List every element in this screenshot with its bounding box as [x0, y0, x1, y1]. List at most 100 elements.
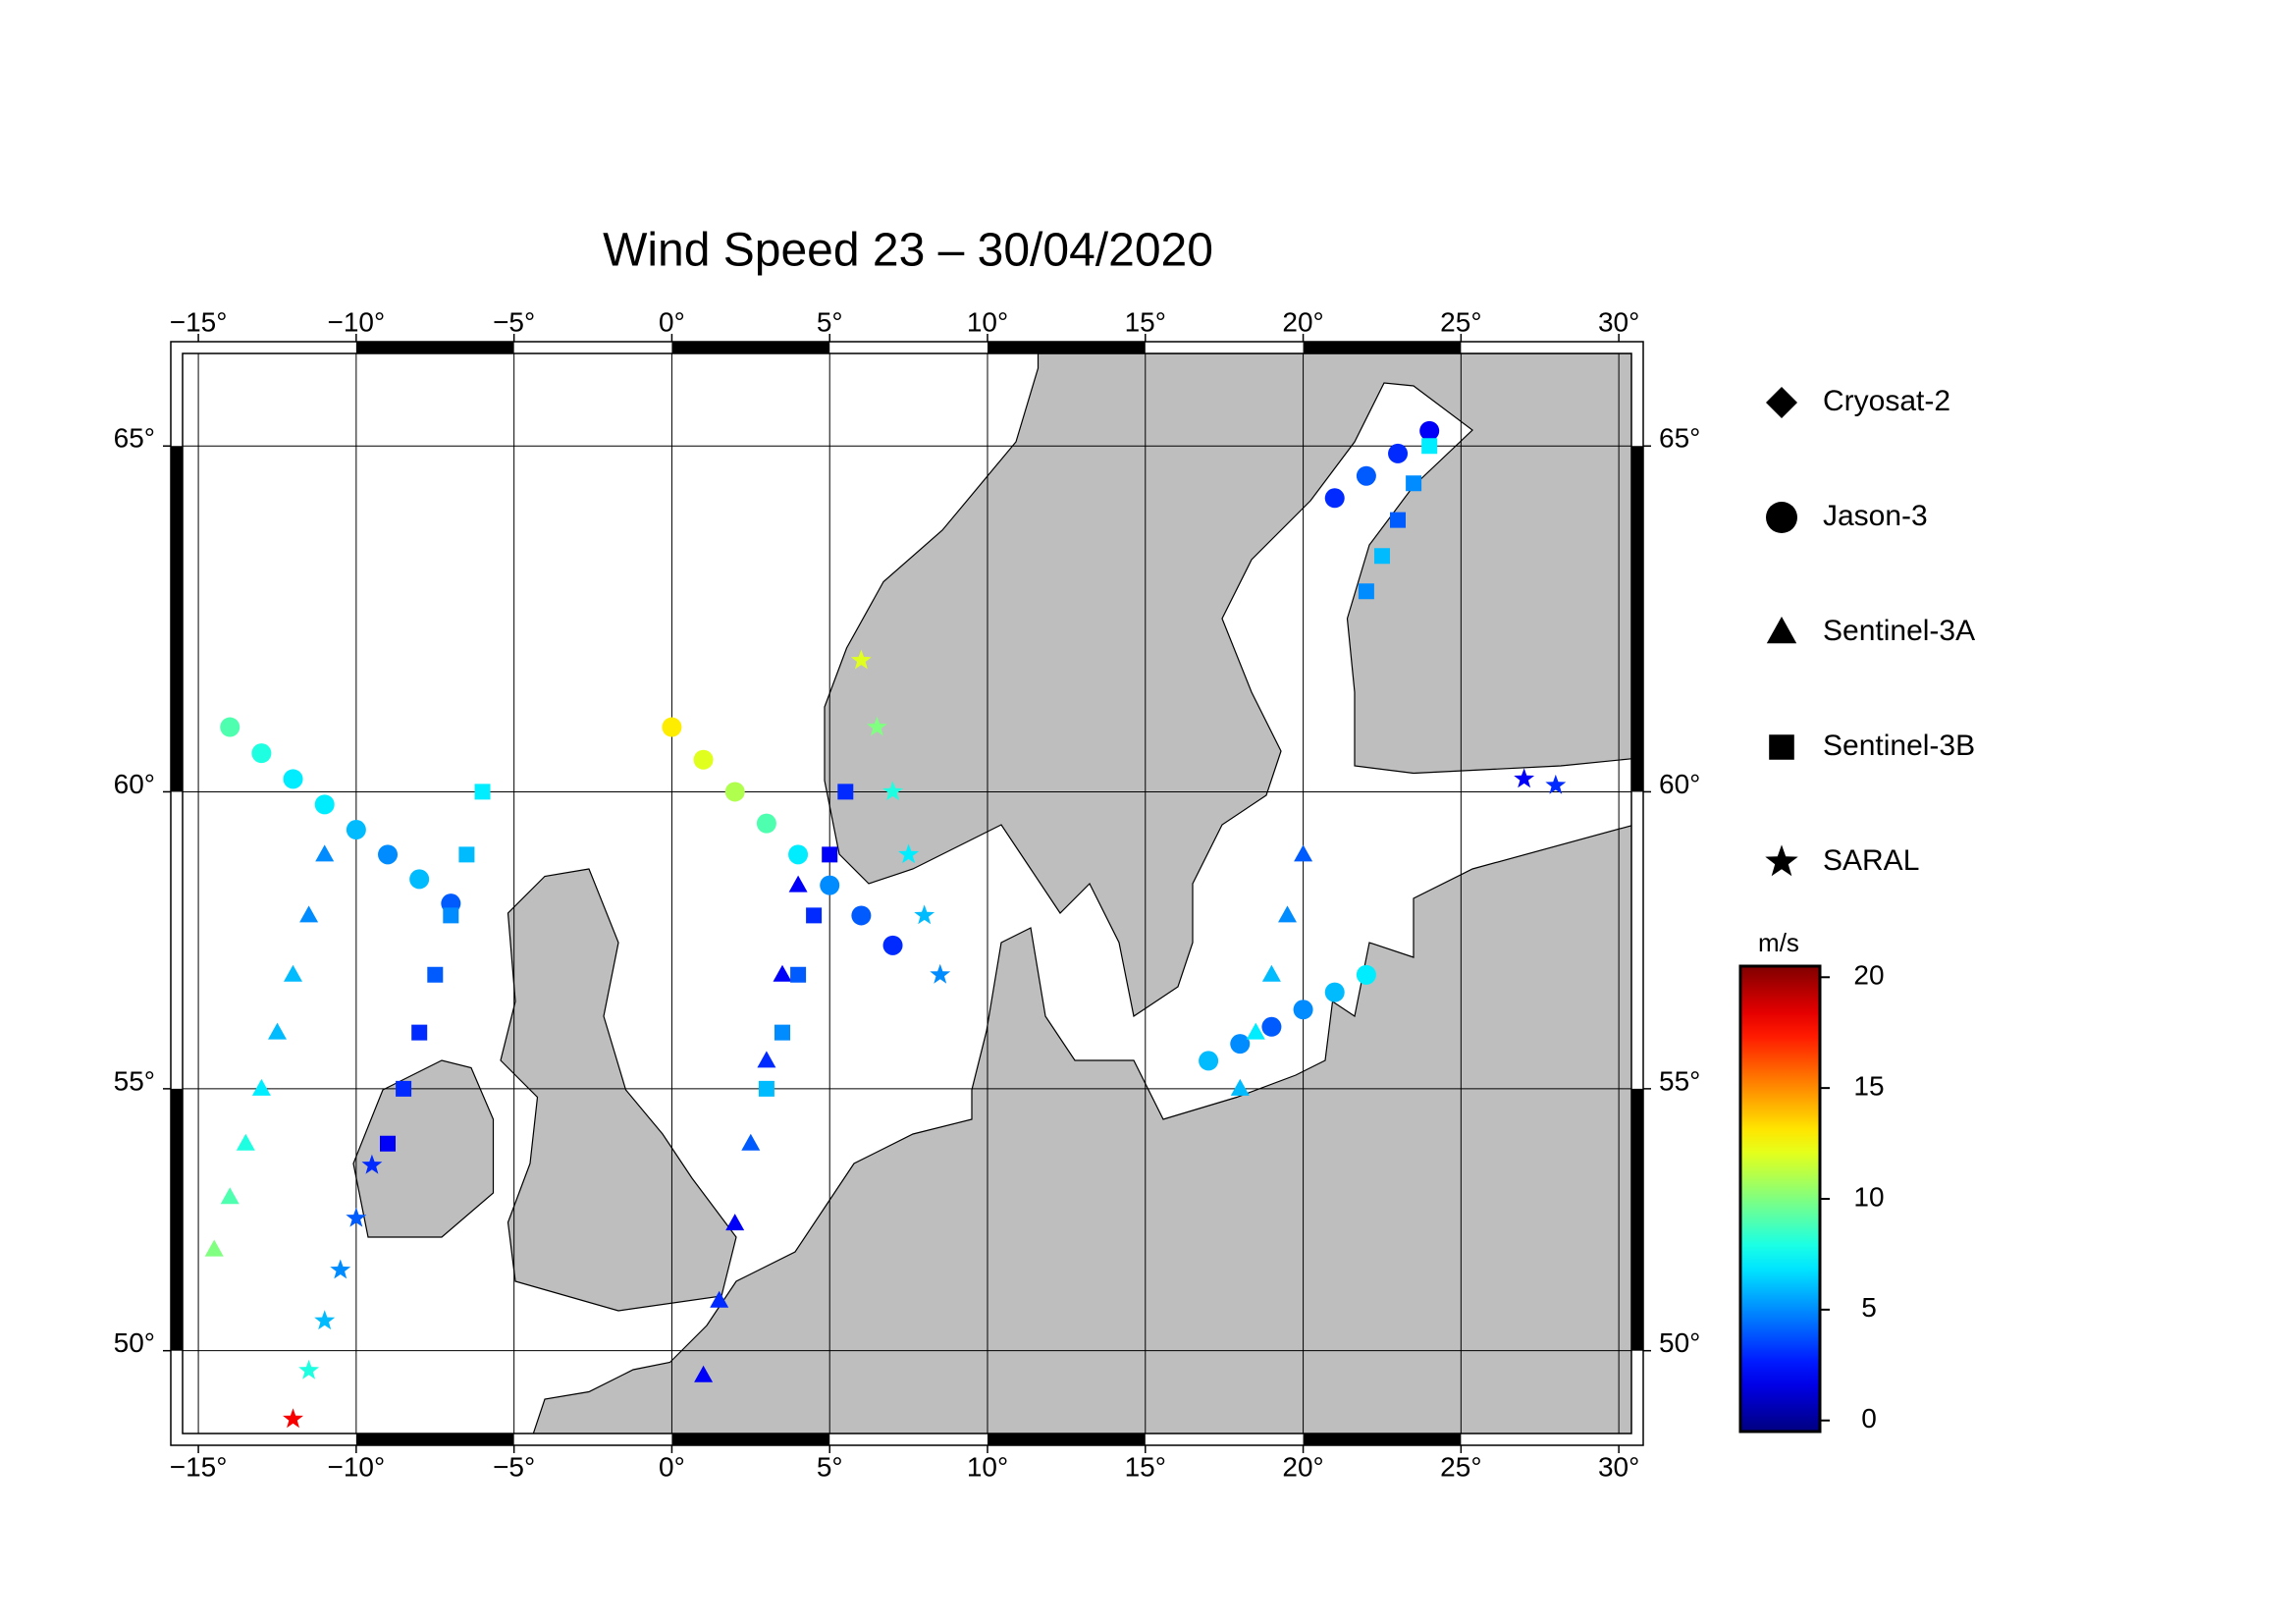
legend-label: SARAL	[1823, 844, 1919, 877]
colorbar-tick-label: 0	[1861, 1403, 1877, 1434]
colorbar: m/s 0 5 10 15 20	[1738, 928, 1885, 1434]
observation	[693, 749, 714, 770]
y-tick-label: 60°	[1659, 769, 1700, 799]
observation	[220, 1187, 240, 1205]
legend-label: Jason-3	[1823, 500, 1928, 532]
observation	[314, 1310, 336, 1330]
x-tick-label: 25°	[1440, 1451, 1481, 1482]
observation	[1230, 1034, 1251, 1055]
x-tick-label: 10°	[967, 1451, 1008, 1482]
land	[352, 353, 1631, 1434]
legend-marker	[1766, 502, 1797, 533]
observation	[361, 1154, 383, 1174]
y-tick-label: 65°	[1659, 423, 1700, 454]
observation	[409, 869, 430, 890]
legend-marker	[1766, 387, 1797, 418]
observation	[851, 905, 872, 926]
observation	[251, 743, 272, 764]
colorbar-tick-label: 20	[1853, 960, 1884, 991]
x-tick-label: 10°	[967, 306, 1008, 337]
legend-label: Sentinel-3A	[1823, 615, 1975, 647]
observation	[710, 1290, 729, 1308]
y-tick-label: 50°	[1659, 1327, 1700, 1358]
observation	[283, 769, 303, 789]
observation	[1388, 443, 1409, 463]
observation	[756, 813, 776, 834]
colorbar-tick-label: 5	[1861, 1292, 1877, 1323]
observation	[788, 875, 808, 893]
observation	[427, 966, 444, 983]
legend-marker	[1765, 844, 1798, 877]
observation	[741, 1133, 761, 1151]
observation	[298, 1359, 320, 1380]
chart-title: Wind Speed 23 – 30/04/2020	[603, 225, 1213, 277]
observation	[315, 844, 335, 862]
x-tick-label: 25°	[1440, 306, 1481, 337]
observation	[236, 1133, 255, 1151]
observation	[662, 717, 682, 737]
observation	[1278, 905, 1297, 923]
observation	[1374, 548, 1390, 565]
observation	[724, 782, 745, 802]
observation	[1358, 583, 1374, 600]
observation	[204, 1239, 224, 1257]
frame-stripe	[671, 342, 830, 353]
legend-label: Cryosat-2	[1823, 385, 1950, 417]
observation	[1390, 512, 1406, 528]
frame-stripe	[1631, 1088, 1643, 1351]
observation	[822, 846, 838, 863]
observation	[284, 964, 302, 982]
observation	[346, 820, 366, 840]
observation	[1324, 982, 1345, 1002]
colorbar-tick-label: 15	[1853, 1071, 1884, 1102]
y-tick-label: 65°	[114, 423, 155, 454]
observation	[773, 964, 792, 982]
x-tick-label: 20°	[1282, 1451, 1323, 1482]
map-frame: −15° −15° −10° −10° −5° −5° 0° 0° 5° 5° 10° 10° 15° 1…	[114, 306, 1701, 1482]
x-tick-label: 15°	[1125, 1451, 1166, 1482]
x-tick-label: −10°	[328, 306, 386, 337]
observation	[1356, 465, 1376, 486]
x-tick-label: −10°	[328, 1451, 386, 1482]
observation	[898, 843, 920, 864]
observation	[1356, 964, 1376, 985]
x-tick-label: 0°	[659, 306, 685, 337]
observation	[882, 935, 903, 955]
x-tick-label: 5°	[817, 1451, 843, 1482]
observation	[314, 794, 335, 815]
observation	[330, 1259, 351, 1279]
observation	[1419, 420, 1440, 441]
frame-stripe	[671, 1434, 830, 1445]
y-tick-label: 60°	[114, 769, 155, 799]
y-tick-label: 50°	[114, 1327, 155, 1358]
observation	[1230, 1078, 1250, 1096]
x-tick-label: −15°	[170, 1451, 228, 1482]
observation	[1545, 774, 1567, 794]
x-tick-label: 30°	[1598, 306, 1639, 337]
observation	[790, 966, 807, 983]
observation	[694, 1365, 714, 1382]
observation	[820, 875, 840, 895]
frame-stripe	[171, 1088, 183, 1351]
continent	[532, 825, 1631, 1434]
observation	[1421, 438, 1438, 455]
observation	[867, 716, 887, 736]
x-tick-label: 20°	[1282, 306, 1323, 337]
frame-inner	[182, 352, 1632, 1434]
x-tick-label: −5°	[493, 1451, 535, 1482]
observations	[204, 420, 1567, 1429]
legend-marker	[1766, 617, 1797, 644]
ireland	[352, 1059, 495, 1238]
observation	[346, 1207, 367, 1227]
frame-stripe	[1631, 446, 1643, 792]
observation	[283, 1408, 303, 1429]
observation	[806, 907, 823, 924]
observation	[1324, 488, 1345, 509]
observation	[458, 846, 475, 863]
legend: Cryosat-2 Jason-3 Sentinel-3A Sentinel-3B SA…	[1765, 385, 1975, 877]
observation	[882, 781, 903, 801]
frame-stripe	[355, 342, 514, 353]
observation	[725, 1214, 745, 1231]
observation	[788, 844, 809, 865]
x-tick-label: 5°	[817, 306, 843, 337]
